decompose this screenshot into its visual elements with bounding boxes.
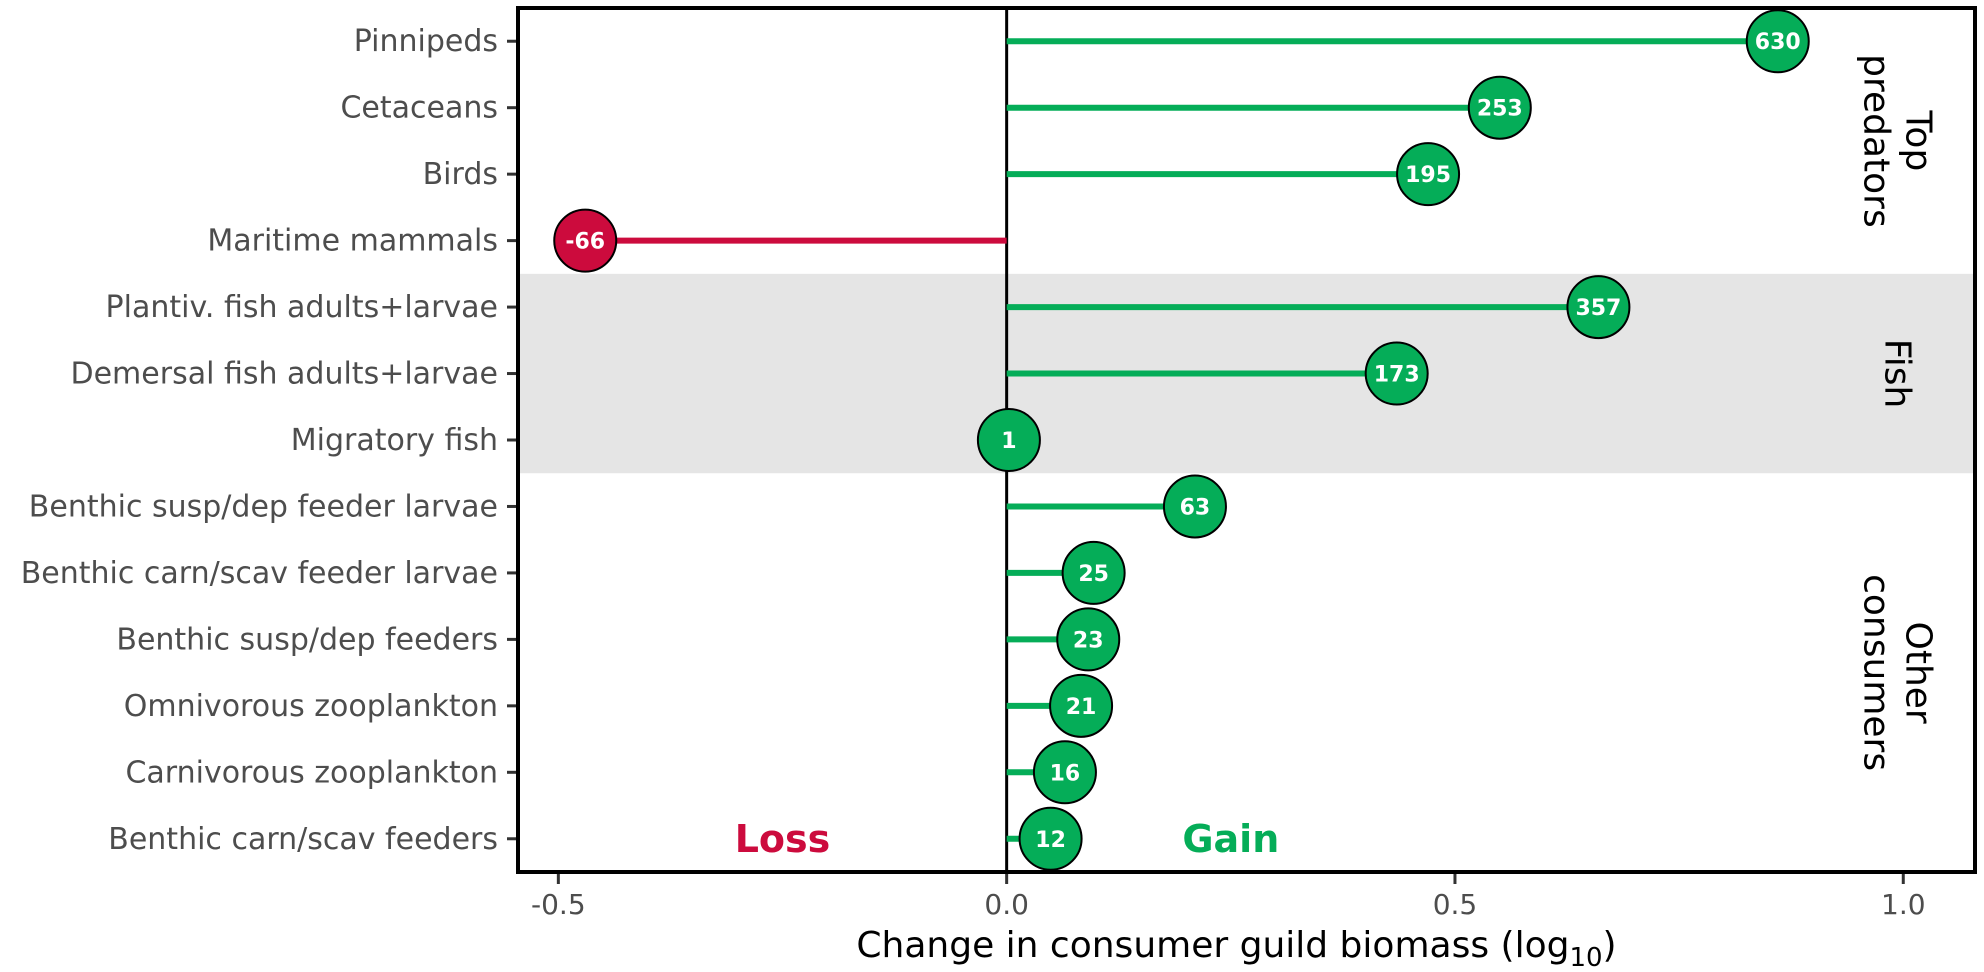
y-axis-labels: Pinnipeds Cetaceans Birds Maritime mammals P…	[21, 24, 516, 857]
data-label-5: 173	[1374, 363, 1420, 388]
category-label-9: Benthic susp/dep feeders	[116, 622, 498, 657]
group-label-1-line-0: Fish	[1877, 339, 1918, 409]
group-label-2-line-0: Other	[1898, 622, 1939, 724]
x-axis-title-subscript: 10	[1569, 943, 1602, 972]
gain-annotation: Gain	[1182, 817, 1279, 861]
category-label-10: Omnivorous zooplankton	[124, 689, 498, 724]
data-label-8: 25	[1078, 562, 1109, 587]
point-10	[1049, 673, 1114, 738]
x-tick-label-0: -0.5	[531, 888, 586, 921]
data-label-3: -66	[565, 230, 605, 255]
point-0	[1745, 9, 1810, 74]
category-label-7: Benthic susp/dep feeder larvae	[29, 489, 498, 524]
point-8	[1061, 540, 1126, 605]
category-label-0: Pinnipeds	[354, 24, 498, 59]
x-axis-title-end: )	[1603, 925, 1617, 966]
point-1	[1467, 75, 1532, 140]
point-3	[553, 208, 618, 273]
x-axis-title-main: Change in consumer guild biomass (log	[856, 925, 1569, 966]
data-label-12: 12	[1035, 828, 1066, 853]
data-label-0: 630	[1755, 30, 1801, 55]
category-label-1: Cetaceans	[340, 91, 498, 126]
category-label-2: Birds	[423, 157, 498, 192]
lollipop-dots: 630 253 195 -66 357 173 1 63 25 23 21 16 12	[553, 9, 1810, 871]
data-label-2: 195	[1405, 163, 1451, 188]
point-7	[1162, 474, 1227, 539]
category-label-11: Carnivorous zooplankton	[125, 755, 498, 790]
data-label-6: 1	[1001, 429, 1016, 454]
group-label-2-line-1: consumers	[1856, 574, 1897, 771]
data-label-1: 253	[1477, 97, 1523, 122]
point-4	[1566, 275, 1631, 340]
x-tick-label-1: 0.0	[984, 888, 1029, 921]
point-6	[976, 408, 1041, 472]
x-axis-title: Change in consumer guild biomass (log10)	[856, 925, 1616, 972]
loss-annotation: Loss	[735, 817, 831, 861]
x-axis-ticks: -0.5 0.0 0.5 1.0	[531, 874, 1926, 921]
category-label-8: Benthic carn/scav feeder larvae	[21, 556, 498, 591]
category-label-6: Migratory fish	[291, 423, 498, 458]
point-5	[1364, 341, 1429, 406]
data-label-7: 63	[1180, 495, 1211, 520]
plot-frame	[516, 6, 1977, 874]
data-label-10: 21	[1066, 695, 1097, 720]
data-label-11: 16	[1050, 761, 1081, 786]
group-label-0-line-1: predators	[1856, 54, 1897, 228]
x-tick-label-2: 0.5	[1433, 888, 1478, 921]
point-12	[1018, 806, 1083, 871]
point-11	[1032, 740, 1097, 805]
category-label-3: Maritime mammals	[207, 224, 498, 259]
point-2	[1396, 142, 1461, 207]
category-label-12: Benthic carn/scav feeders	[108, 822, 498, 857]
category-label-5: Demersal fish adults+larvae	[71, 357, 499, 392]
category-label-4: Plantiv. fish adults+larvae	[106, 290, 498, 325]
x-tick-label-3: 1.0	[1881, 888, 1926, 921]
point-9	[1056, 607, 1121, 672]
data-label-9: 23	[1073, 628, 1104, 653]
data-label-4: 357	[1575, 296, 1621, 321]
group-label-0-line-0: Top	[1898, 110, 1939, 172]
